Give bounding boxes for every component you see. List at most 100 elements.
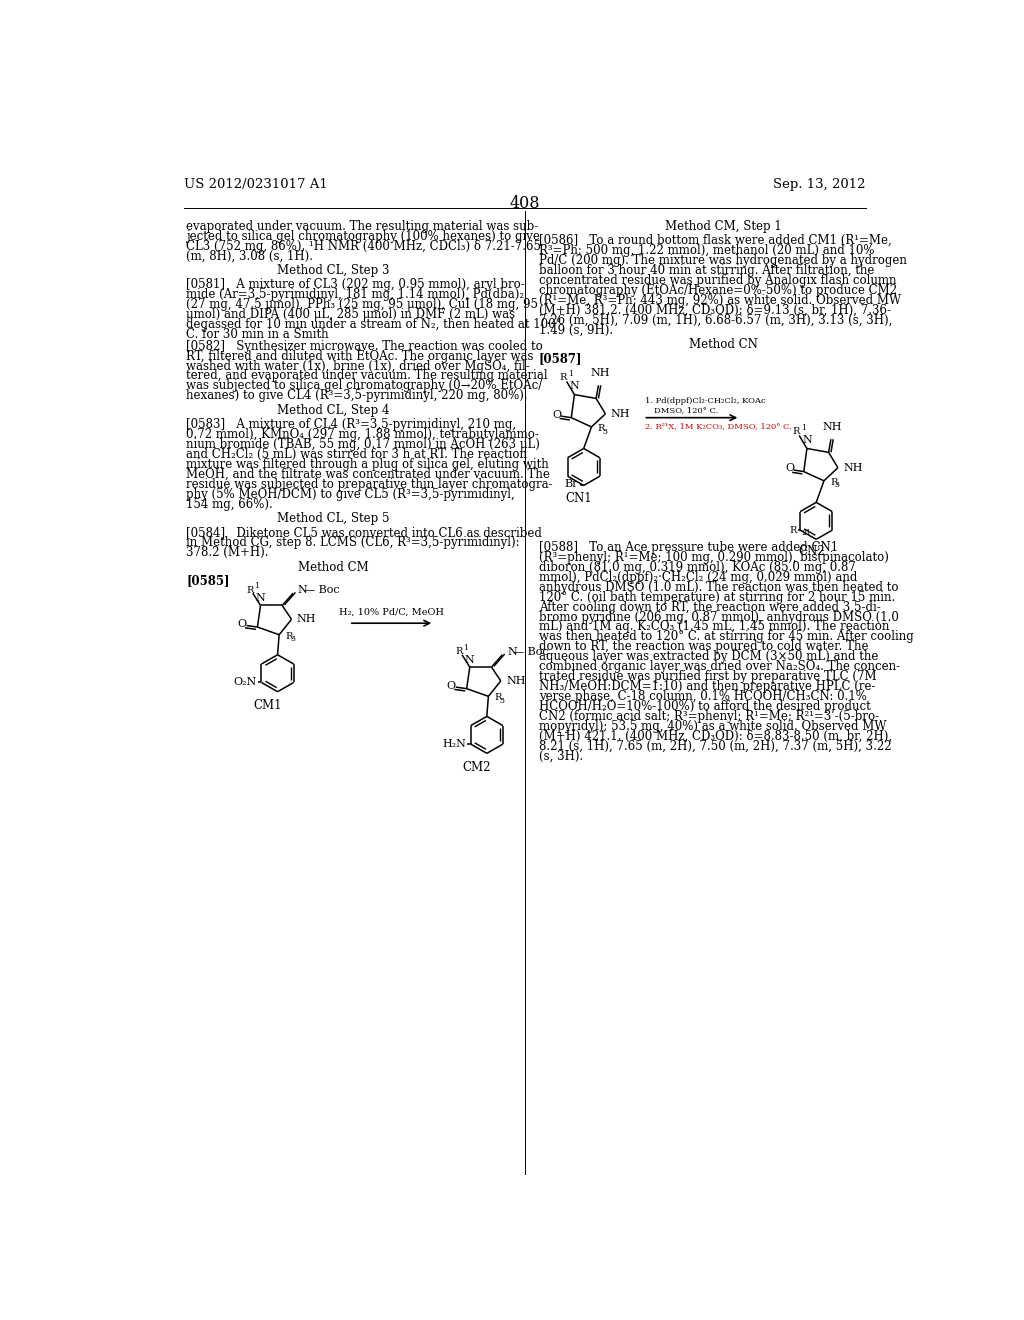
Text: 8.21 (s, 1H), 7.65 (m, 2H), 7.50 (m, 2H), 7.37 (m, 5H), 3.22: 8.21 (s, 1H), 7.65 (m, 2H), 7.50 (m, 2H)… [539,739,891,752]
Text: hexanes) to give CL4 (R³=3,5-pyrimidinyl, 220 mg, 80%).: hexanes) to give CL4 (R³=3,5-pyrimidinyl… [186,389,527,403]
Text: 21: 21 [802,529,811,537]
Text: N: N [802,436,812,445]
Text: Method CM, Step 1: Method CM, Step 1 [665,220,781,234]
Text: jected to silica gel chromatography (100% hexanes) to give: jected to silica gel chromatography (100… [186,230,540,243]
Text: in Method CG, step 8. LCMS (CL6, R³=3,5-pyrimidinyl):: in Method CG, step 8. LCMS (CL6, R³=3,5-… [186,536,520,549]
Text: (M+H) 421.1. (400 MHz, CD₃OD): δ=8.83-8.50 (m, br, 2H),: (M+H) 421.1. (400 MHz, CD₃OD): δ=8.83-8.… [539,730,892,743]
Text: evaporated under vacuum. The resulting material was sub-: evaporated under vacuum. The resulting m… [186,220,539,234]
Text: 1: 1 [254,582,259,590]
Text: R: R [560,374,567,381]
Text: R: R [495,693,502,702]
Text: NH: NH [611,409,631,418]
Text: CN2: CN2 [799,545,825,558]
Text: [0588]   To an Ace pressure tube were added CN1: [0588] To an Ace pressure tube were adde… [539,541,838,554]
Text: — Boc: — Boc [513,647,549,656]
Text: O: O [238,619,247,628]
Text: mopyridyl); 53.5 mg, 40%) as a white solid. Observed MW: mopyridyl); 53.5 mg, 40%) as a white sol… [539,719,886,733]
Text: [0585]: [0585] [186,574,229,587]
Text: 2. R²¹X, 1M K₂CO₃, DMSO, 120° C.: 2. R²¹X, 1M K₂CO₃, DMSO, 120° C. [645,422,792,430]
Text: Method CL, Step 3: Method CL, Step 3 [278,264,389,277]
Text: 3: 3 [290,635,295,643]
Text: combined organic layer was dried over Na₂SO₄. The concen-: combined organic layer was dried over Na… [539,660,900,673]
Text: NH: NH [506,676,525,686]
Text: (R³=phenyl; R¹=Me; 100 mg, 0.290 mmol), bis(pinacolato): (R³=phenyl; R¹=Me; 100 mg, 0.290 mmol), … [539,550,889,564]
Text: US 2012/0231017 A1: US 2012/0231017 A1 [183,178,328,190]
Text: 3: 3 [500,697,504,705]
Text: Method CL, Step 4: Method CL, Step 4 [278,404,389,417]
Text: Br: Br [564,479,578,488]
Text: concentrated residue was purified by Analogix flash column: concentrated residue was purified by Ana… [539,273,896,286]
Text: [0584]   Diketone CL5 was converted into CL6 as described: [0584] Diketone CL5 was converted into C… [186,527,542,539]
Text: NH: NH [297,614,316,624]
Text: mide (Ar=3,5-pyrimidinyl, 181 mg, 1.14 mmol), Pd(dba)₂: mide (Ar=3,5-pyrimidinyl, 181 mg, 1.14 m… [186,288,524,301]
Text: Method CM: Method CM [298,561,369,574]
Text: N: N [256,593,265,603]
Text: nium bromide (TBAB, 55 mg, 0.17 mmol) in AcOH (263 μL): nium bromide (TBAB, 55 mg, 0.17 mmol) in… [186,438,540,451]
Text: aqueous layer was extracted by DCM (3×50 mL) and the: aqueous layer was extracted by DCM (3×50… [539,651,879,664]
Text: R: R [790,525,797,535]
Text: 120° C. (oil bath temperature) at stirring for 2 hour 15 min.: 120° C. (oil bath temperature) at stirri… [539,590,895,603]
Text: mL) and 1M aq. K₂CO₃ (1.45 mL, 1.45 mmol). The reaction: mL) and 1M aq. K₂CO₃ (1.45 mL, 1.45 mmol… [539,620,889,634]
Text: 3: 3 [602,428,607,436]
Text: [0586]   To a round bottom flask were added CM1 (R¹=Me,: [0586] To a round bottom flask were adde… [539,234,892,247]
Text: mmol), PdCl₂(dppf)₂·CH₂Cl₂ (24 mg, 0.029 mmol) and: mmol), PdCl₂(dppf)₂·CH₂Cl₂ (24 mg, 0.029… [539,570,857,583]
Text: — Boc: — Boc [304,585,340,595]
Text: NH: NH [844,463,863,473]
Text: 154 mg, 66%).: 154 mg, 66%). [186,498,272,511]
Text: H₂, 10% Pd/C, MeOH: H₂, 10% Pd/C, MeOH [339,609,444,616]
Text: 3: 3 [835,482,840,490]
Text: O: O [553,409,562,420]
Text: [0587]: [0587] [539,352,583,366]
Text: (R¹=Me, R³=Ph; 443 mg, 92%) as white solid. Observed MW: (R¹=Me, R³=Ph; 443 mg, 92%) as white sol… [539,293,901,306]
Text: and CH₂Cl₂ (5 mL) was stirred for 3 h at RT. The reaction: and CH₂Cl₂ (5 mL) was stirred for 3 h at… [186,447,527,461]
Text: R: R [246,586,253,594]
Text: degassed for 10 min under a stream of N₂, then heated at 100°: degassed for 10 min under a stream of N₂… [186,318,561,331]
Text: 7.26 (m, 5H), 7.09 (m, 1H), 6.68-6.57 (m, 3H), 3.13 (s, 3H),: 7.26 (m, 5H), 7.09 (m, 1H), 6.68-6.57 (m… [539,314,892,326]
Text: 1: 1 [568,370,573,378]
Text: [0582]   Synthesizer microwave. The reaction was cooled to: [0582] Synthesizer microwave. The reacti… [186,339,543,352]
Text: (27 mg, 47.5 μmol), PPh₃ (25 mg, 95 μmol), CuI (18 mg, 95: (27 mg, 47.5 μmol), PPh₃ (25 mg, 95 μmol… [186,298,539,312]
Text: trated residue was purified first by preparative TLC (7M: trated residue was purified first by pre… [539,671,877,684]
Text: R: R [830,478,838,487]
Text: NH: NH [822,422,842,433]
Text: 1. Pd(dppf)Cl₂·CH₂Cl₂, KOAc: 1. Pd(dppf)Cl₂·CH₂Cl₂, KOAc [645,397,766,405]
Text: Sep. 13, 2012: Sep. 13, 2012 [773,178,866,190]
Text: NH₃/MeOH:DCM=1:10) and then preparative HPLC (re-: NH₃/MeOH:DCM=1:10) and then preparative … [539,680,876,693]
Text: CM1: CM1 [253,700,282,713]
Text: μmol) and DIPA (400 μL, 285 μmol) in DMF (2 mL) was: μmol) and DIPA (400 μL, 285 μmol) in DMF… [186,309,515,321]
Text: residue was subjected to preparative thin layer chromatogra-: residue was subjected to preparative thi… [186,478,553,491]
Text: 378.2 (M+H).: 378.2 (M+H). [186,546,268,558]
Text: 0.72 mmol), KMnO₄ (297 mg, 1.88 mmol), tetrabutylammo-: 0.72 mmol), KMnO₄ (297 mg, 1.88 mmol), t… [186,428,539,441]
Text: O₂N: O₂N [233,677,257,688]
Text: N: N [507,647,517,656]
Text: phy (5% MeOH/DCM) to give CL5 (R³=3,5-pyrimidinyl,: phy (5% MeOH/DCM) to give CL5 (R³=3,5-py… [186,487,515,500]
Text: was subjected to silica gel chromatography (0→20% EtOAc/: was subjected to silica gel chromatograp… [186,379,543,392]
Text: R: R [793,428,800,436]
Text: verse phase, C-18 column, 0.1% HCOOH/CH₃CN: 0.1%: verse phase, C-18 column, 0.1% HCOOH/CH₃… [539,690,866,704]
Text: balloon for 3 hour 40 min at stirring. After filtration, the: balloon for 3 hour 40 min at stirring. A… [539,264,874,277]
Text: was then heated to 120° C. at stirring for 45 min. After cooling: was then heated to 120° C. at stirring f… [539,631,913,643]
Text: N: N [465,655,475,665]
Text: CN2 (formic acid salt; R³=phenyl; R¹=Me; R²¹=3ʹ-(5-bro-: CN2 (formic acid salt; R³=phenyl; R¹=Me;… [539,710,879,723]
Text: MeOH, and the filtrate was concentrated under vacuum. The: MeOH, and the filtrate was concentrated … [186,467,550,480]
Text: 1.49 (s, 9H).: 1.49 (s, 9H). [539,323,613,337]
Text: Method CL, Step 5: Method CL, Step 5 [278,512,389,525]
Text: bromo pyridine (206 mg, 0.87 mmol), anhydrous DMSO (1.0: bromo pyridine (206 mg, 0.87 mmol), anhy… [539,611,899,623]
Text: [0583]   A mixture of CL4 (R³=3,5-pyrimidinyl, 210 mg,: [0583] A mixture of CL4 (R³=3,5-pyrimidi… [186,418,516,430]
Text: RT, filtered and diluted with EtOAc. The organic layer was: RT, filtered and diluted with EtOAc. The… [186,350,534,363]
Text: (s, 3H).: (s, 3H). [539,750,583,763]
Text: H₂N: H₂N [442,739,466,748]
Text: O: O [446,681,456,690]
Text: R: R [598,424,605,433]
Text: R: R [456,647,463,656]
Text: down to RT, the reaction was poured to cold water. The: down to RT, the reaction was poured to c… [539,640,868,653]
Text: chromatography (EtOAc/Hexane=0%-50%) to produce CM2: chromatography (EtOAc/Hexane=0%-50%) to … [539,284,897,297]
Text: HCOOH/H₂O=10%-100%) to afford the desired product: HCOOH/H₂O=10%-100%) to afford the desire… [539,700,870,713]
Text: Pd/C (200 mg). The mixture was hydrogenated by a hydrogen: Pd/C (200 mg). The mixture was hydrogena… [539,253,906,267]
Text: Method CN: Method CN [689,338,758,351]
Text: (M+H) 381.2. (400 MHz, CD₃OD): δ=9.13 (s, br, 1H), 7.36-: (M+H) 381.2. (400 MHz, CD₃OD): δ=9.13 (s… [539,304,891,317]
Text: CL3 (752 mg, 86%). ¹H NMR (400 MHz, CDCl₃) δ 7.21-7.65: CL3 (752 mg, 86%). ¹H NMR (400 MHz, CDCl… [186,240,541,253]
Text: mixture was filtered through a plug of silica gel, eluting with: mixture was filtered through a plug of s… [186,458,549,471]
Text: 1: 1 [464,644,468,652]
Text: (m, 8H), 3.08 (s, 1H).: (m, 8H), 3.08 (s, 1H). [186,249,313,263]
